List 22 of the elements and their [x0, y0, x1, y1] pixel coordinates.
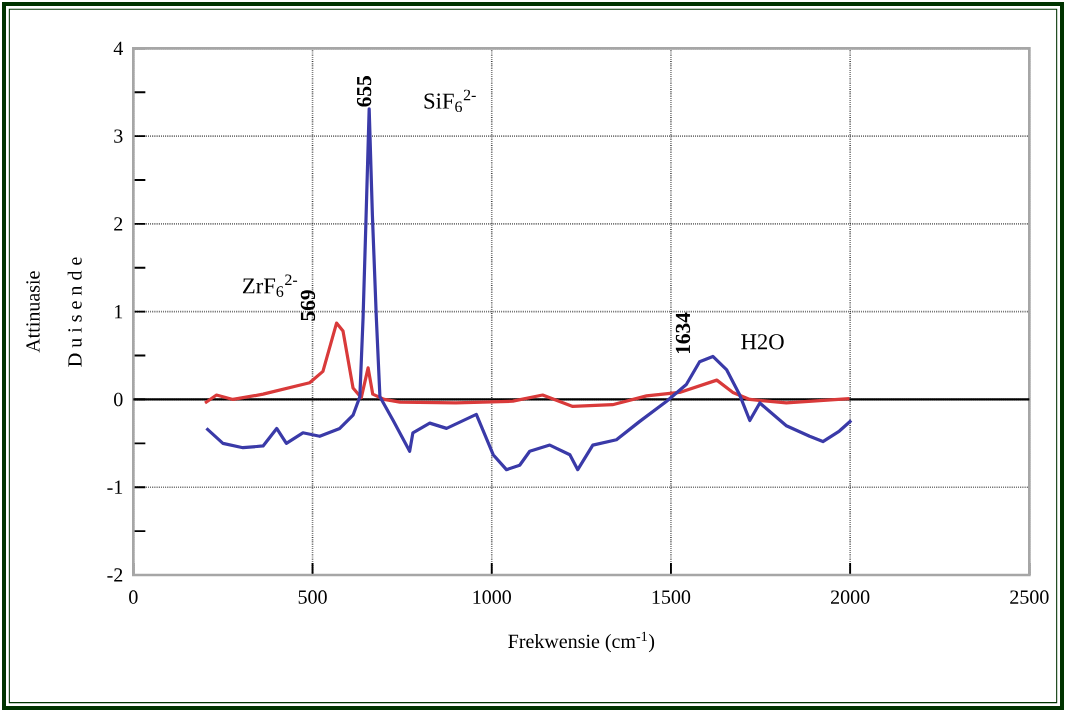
y-tick-label: 1	[115, 305, 123, 319]
y-tick-label: -1	[107, 480, 123, 494]
annotation: 569	[300, 290, 316, 321]
y-tick-label: 0	[114, 392, 123, 407]
annotation: H2O	[741, 334, 784, 350]
y-tick-label: -2	[107, 568, 123, 582]
x-tick-label: 500	[298, 590, 327, 604]
x-tick-label: 0	[129, 590, 138, 604]
annotation: 1634	[675, 312, 691, 354]
y-tick-label: 4	[113, 41, 123, 55]
x-axis-title: Frekwensie (cm$^{-1}$)	[508, 631, 655, 653]
x-tick-label: 2000	[831, 590, 870, 604]
x-tick-label: 1500	[652, 590, 691, 604]
annotation: ZrF$_{6}$2-	[242, 274, 298, 297]
y-tick-label: 2	[114, 217, 123, 231]
annotation: SiF$_{6}$2-	[424, 89, 476, 113]
y-axis-title: Attinuasie	[26, 271, 40, 353]
y-tick-label: 3	[114, 129, 123, 143]
annotation: 655	[356, 76, 372, 107]
x-tick-label: 1000	[473, 590, 511, 604]
text: D u i s e n d e	[67, 257, 82, 367]
x-tick-label: 2500	[1010, 590, 1049, 604]
